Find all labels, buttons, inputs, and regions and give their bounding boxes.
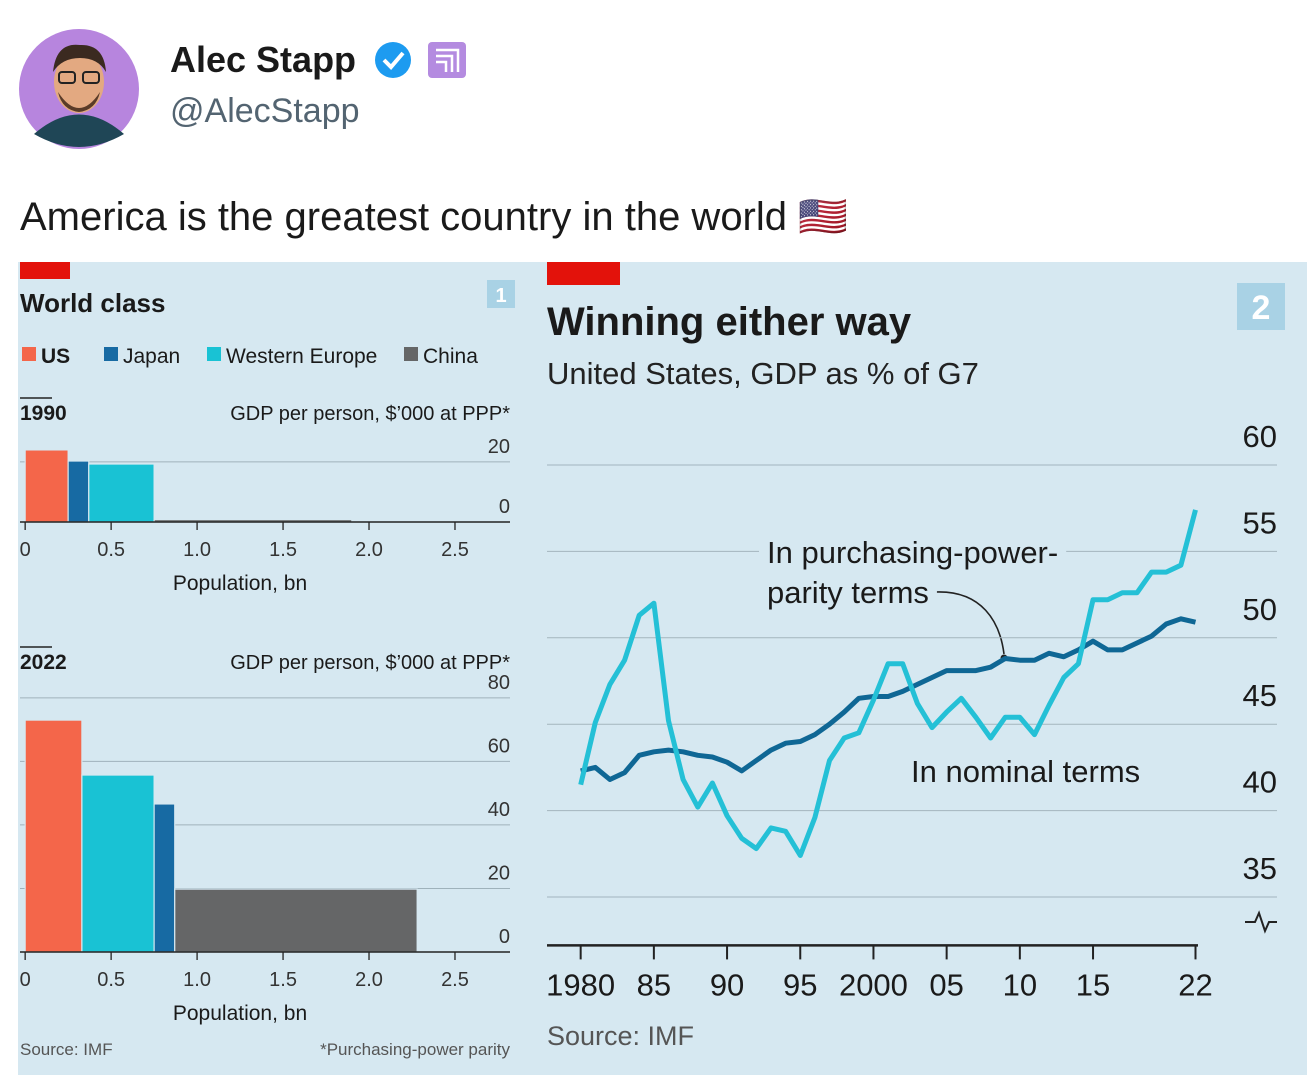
- avatar-hair: [53, 44, 106, 72]
- avatar[interactable]: [19, 29, 139, 149]
- y-tick-label: 80: [488, 672, 510, 694]
- y-tick-label: 20: [488, 436, 510, 458]
- annotation: parity terms: [767, 575, 929, 610]
- chart-title: Winning either way: [547, 300, 912, 344]
- x-tick-label: 10: [1003, 967, 1037, 1002]
- x-tick-label: 90: [710, 967, 744, 1002]
- annotation-bg: [759, 575, 937, 610]
- panel-label: 1990: [20, 402, 67, 425]
- x-tick-label: 1980: [546, 967, 615, 1002]
- series-line: [580, 616, 1197, 782]
- annotation-bg: [759, 535, 1067, 570]
- y-tick-label: 40: [1243, 765, 1277, 800]
- axis-break: [1245, 910, 1277, 934]
- source: Source: IMF: [20, 1040, 113, 1059]
- x-tick-label: 0.5: [97, 969, 125, 991]
- x-tick-label: 85: [637, 967, 671, 1002]
- chart-subtitle: United States, GDP as % of G7: [547, 356, 979, 391]
- bar: [24, 449, 69, 523]
- verified-badge: [375, 42, 411, 78]
- y-tick-label: 60: [1243, 419, 1277, 454]
- x-tick-label: 1.0: [183, 539, 211, 561]
- affiliate-icon: [428, 42, 466, 78]
- x-tick-label: 2.0: [355, 539, 383, 561]
- x-tick-label: 1.5: [269, 969, 297, 991]
- y-tick-label: 0: [499, 926, 510, 948]
- x-axis-label: Population, bn: [173, 572, 307, 595]
- legend-label: Western Europe: [226, 345, 377, 368]
- x-tick-label: 22: [1178, 967, 1212, 1002]
- footnote: *Purchasing-power parity: [320, 1040, 510, 1059]
- y-tick-label: 45: [1243, 678, 1277, 713]
- badge-number: 2: [1252, 289, 1271, 327]
- bar: [88, 463, 155, 523]
- bar: [24, 719, 83, 953]
- avatar-face: [54, 51, 104, 113]
- badge-number: 1: [495, 285, 506, 307]
- annotation-arrow: [934, 591, 1005, 655]
- badge-circle: [375, 42, 411, 78]
- avatar-glasses: [58, 71, 76, 84]
- panel-label: 2022: [20, 651, 67, 674]
- legend-label: Japan: [123, 345, 180, 368]
- avatar-beard: [58, 92, 100, 112]
- legend-swatch: [207, 347, 221, 361]
- y-tick-label: 20: [488, 862, 510, 884]
- series-line: [578, 509, 1198, 858]
- chart-title: World class: [20, 288, 165, 318]
- affiliate-bg: [428, 42, 466, 78]
- x-tick-label: 0: [20, 539, 31, 561]
- bar: [67, 460, 90, 523]
- y-tick-label: 40: [488, 799, 510, 821]
- affiliate-glyph: [436, 48, 460, 72]
- badge-bg: [487, 280, 515, 308]
- bar: [174, 888, 418, 953]
- x-tick-label: 05: [929, 967, 963, 1002]
- legend-swatch: [404, 347, 418, 361]
- x-tick-label: 2.5: [441, 969, 469, 991]
- annotation-bg: [903, 754, 1149, 789]
- x-tick-label: 2.5: [441, 539, 469, 561]
- user-name[interactable]: Alec Stapp: [170, 39, 356, 80]
- x-tick-label: 15: [1076, 967, 1110, 1002]
- annotation: In purchasing-power-: [767, 535, 1058, 570]
- x-tick-label: 0: [20, 969, 31, 991]
- y-axis-label: GDP per person, $’000 at PPP*: [230, 403, 510, 425]
- badge-check: [382, 51, 405, 70]
- legend-label: China: [423, 345, 478, 368]
- annotation: In nominal terms: [911, 754, 1140, 789]
- badge-bg: [1237, 283, 1285, 330]
- y-tick-label: 60: [488, 735, 510, 757]
- x-tick-label: 2000: [839, 967, 908, 1002]
- bar: [153, 803, 176, 953]
- source: Source: IMF: [547, 1021, 694, 1051]
- legend-swatch: [22, 347, 36, 361]
- avatar-body: [34, 114, 124, 147]
- x-tick-label: 2.0: [355, 969, 383, 991]
- red-tag: [547, 262, 620, 285]
- x-tick-label: 95: [783, 967, 817, 1002]
- y-axis-label: GDP per person, $’000 at PPP*: [230, 652, 510, 674]
- x-tick-label: 1.0: [183, 969, 211, 991]
- tweet-text: America is the greatest country in the w…: [20, 195, 848, 239]
- y-tick-label: 50: [1243, 592, 1277, 627]
- y-tick-label: 0: [499, 496, 510, 518]
- y-tick-label: 55: [1243, 505, 1277, 540]
- y-tick-label: 35: [1243, 851, 1277, 886]
- x-tick-label: 1.5: [269, 539, 297, 561]
- x-tick-label: 0.5: [97, 539, 125, 561]
- user-handle[interactable]: @AlecStapp: [170, 92, 360, 130]
- legend-label: US: [41, 345, 70, 368]
- bar: [81, 774, 155, 953]
- red-tag: [20, 262, 70, 279]
- x-axis-label: Population, bn: [173, 1002, 307, 1025]
- avatar-glasses: [82, 71, 100, 84]
- legend-swatch: [104, 347, 118, 361]
